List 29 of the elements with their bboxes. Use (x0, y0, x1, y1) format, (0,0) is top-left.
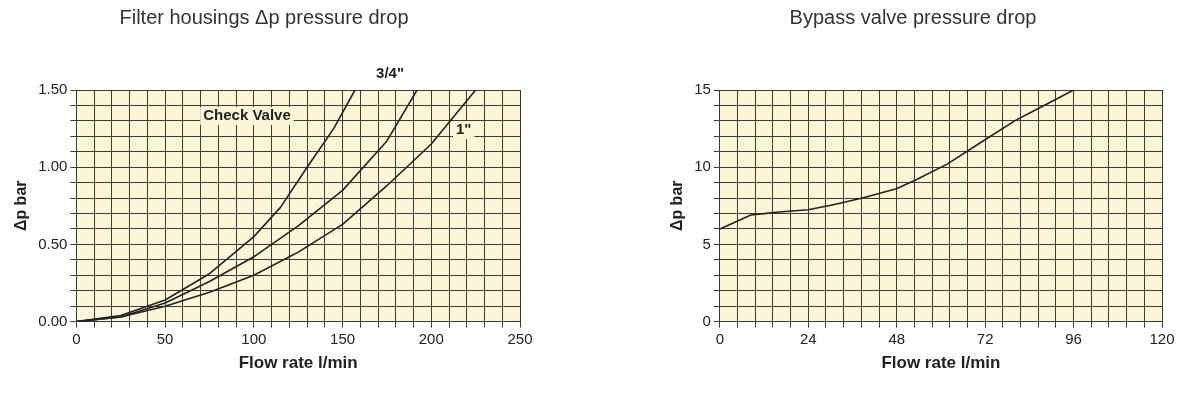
y-tick-label: 0.50 (38, 234, 68, 252)
y-axis-title: Δp bar (668, 180, 686, 232)
x-tick-label: 120 (1149, 329, 1175, 347)
y-tick-label: 1.50 (38, 80, 68, 98)
chart-title: Filter housings Δp pressure drop (119, 5, 409, 28)
x-axis-title: Flow rate l/min (238, 353, 358, 373)
x-tick-label: 48 (888, 329, 906, 347)
x-tick-label: 96 (1065, 329, 1082, 347)
x-tick-label: 72 (976, 329, 994, 347)
y-tick-label: 10 (694, 157, 711, 175)
x-tick-label: 0 (72, 329, 81, 347)
text: Check Valve (203, 106, 291, 124)
x-tick-label: 200 (418, 329, 444, 347)
x-tick-label: 0 (715, 329, 725, 347)
x-tick-label: 100 (241, 329, 267, 347)
series-label: 1" (455, 120, 472, 138)
y-tick-label: 5 (702, 234, 711, 252)
series-label: 3/4" (376, 64, 405, 82)
y-tick-label: 0 (702, 311, 711, 329)
x-axis-title: Flow rate l/min (881, 353, 1001, 373)
y-axis-title: Δp bar (12, 180, 30, 232)
x-tick-label: 24 (799, 329, 817, 347)
chart-title: Bypass valve pressure drop (789, 5, 1037, 28)
x-tick-label: 150 (330, 329, 356, 347)
x-tick-label: 250 (507, 329, 533, 347)
y-tick-label: 15 (694, 80, 711, 98)
y-tick-label: 0.00 (38, 311, 68, 329)
y-tick-label: 1.00 (38, 157, 68, 175)
x-tick-label: 50 (156, 329, 174, 347)
